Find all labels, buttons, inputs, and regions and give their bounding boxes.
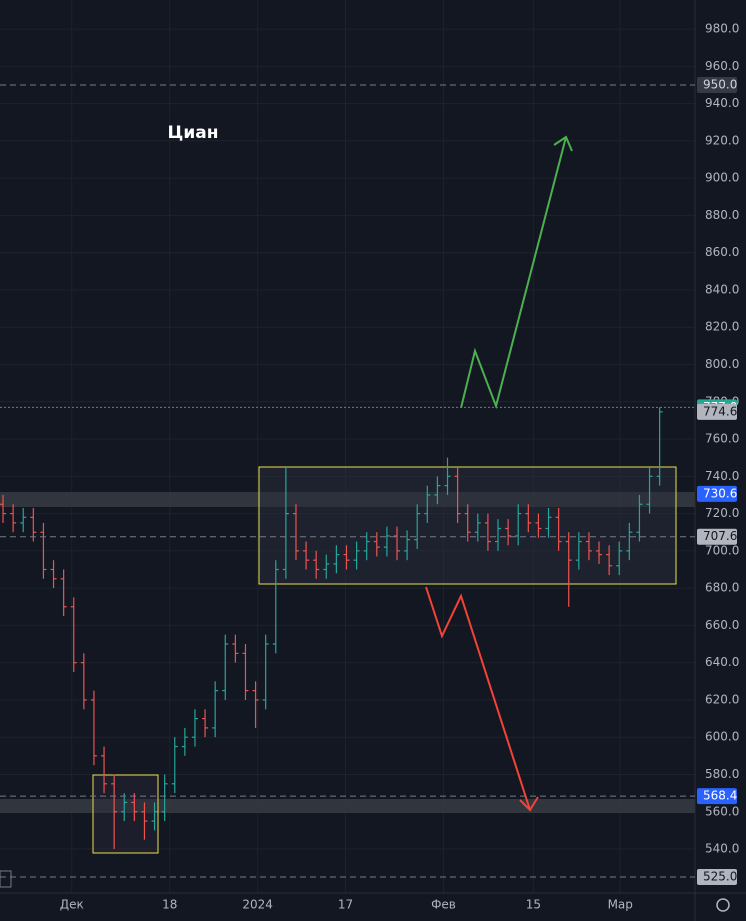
y-tick-label: 800.0 bbox=[705, 357, 739, 371]
y-tick-label: 900.0 bbox=[705, 171, 739, 185]
y-tick-label: 960.0 bbox=[705, 59, 739, 73]
x-tick-label: 2024 bbox=[242, 898, 273, 912]
y-tick-label: 860.0 bbox=[705, 245, 739, 259]
y-tick-label: 840.0 bbox=[705, 282, 739, 296]
x-tick-label: 18 bbox=[162, 898, 177, 912]
price-label-bg bbox=[697, 485, 737, 502]
icon bbox=[0, 870, 12, 888]
price-label: 950.0 bbox=[703, 77, 737, 91]
y-tick-label: 760.0 bbox=[705, 432, 739, 446]
x-tick-label: 15 bbox=[526, 898, 541, 912]
x-tick-label: Дек bbox=[60, 898, 84, 912]
arrow-head bbox=[519, 796, 539, 812]
price-label-bg bbox=[697, 788, 737, 805]
y-tick-label: 920.0 bbox=[705, 133, 739, 147]
y-tick-label: 940.0 bbox=[705, 96, 739, 110]
y-tick-label: 680.0 bbox=[705, 581, 739, 595]
y-tick-label: 980.0 bbox=[705, 22, 739, 36]
bars bbox=[0, 407, 663, 850]
arrow-head bbox=[553, 135, 573, 152]
price-label: 568.4 bbox=[703, 789, 737, 803]
price-label: 730.6 bbox=[703, 486, 737, 500]
y-tick-label: 720.0 bbox=[705, 506, 739, 520]
y-tick-label: 740.0 bbox=[705, 469, 739, 483]
arrow-down bbox=[425, 586, 531, 811]
y-tick-label: 600.0 bbox=[705, 730, 739, 744]
price-label: 774.6 bbox=[703, 404, 737, 418]
y-tick-label: 660.0 bbox=[705, 618, 739, 632]
x-tick-label: Фев bbox=[431, 898, 456, 912]
price-label-bg bbox=[697, 868, 737, 885]
y-tick-label: 560.0 bbox=[705, 804, 739, 818]
price-label-bg bbox=[697, 76, 737, 93]
price-label-bg bbox=[697, 403, 737, 420]
price-label: 525.0 bbox=[703, 869, 737, 883]
range-box bbox=[92, 774, 159, 854]
x-tick-label: 17 bbox=[338, 898, 353, 912]
y-tick-label: 640.0 bbox=[705, 655, 739, 669]
chart-title: Циан bbox=[168, 123, 219, 143]
settings-icon[interactable] bbox=[716, 898, 730, 912]
price-label-bg bbox=[697, 528, 737, 545]
y-tick-label: 580.0 bbox=[705, 767, 739, 781]
arrow-up bbox=[460, 136, 567, 410]
y-tick-label: 540.0 bbox=[705, 842, 739, 856]
y-tick-label: 880.0 bbox=[705, 208, 739, 222]
x-tick-label: Мар bbox=[608, 898, 633, 912]
y-tick-label: 820.0 bbox=[705, 320, 739, 334]
y-tick-label: 620.0 bbox=[705, 692, 739, 706]
price-label: 707.6 bbox=[703, 529, 737, 543]
y-tick-label: 700.0 bbox=[705, 543, 739, 557]
axes: 540.0 560.0 580.0 600.0 620.0 640.0 660.0 680.0… bbox=[0, 22, 739, 912]
